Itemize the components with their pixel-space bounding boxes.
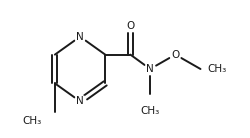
Text: CH₃: CH₃	[140, 106, 160, 116]
Text: CH₃: CH₃	[23, 116, 42, 126]
Text: O: O	[126, 21, 134, 31]
Text: O: O	[171, 50, 179, 60]
Text: N: N	[146, 64, 154, 74]
Text: N: N	[76, 32, 84, 42]
Text: CH₃: CH₃	[208, 64, 227, 74]
Text: N: N	[76, 96, 84, 106]
